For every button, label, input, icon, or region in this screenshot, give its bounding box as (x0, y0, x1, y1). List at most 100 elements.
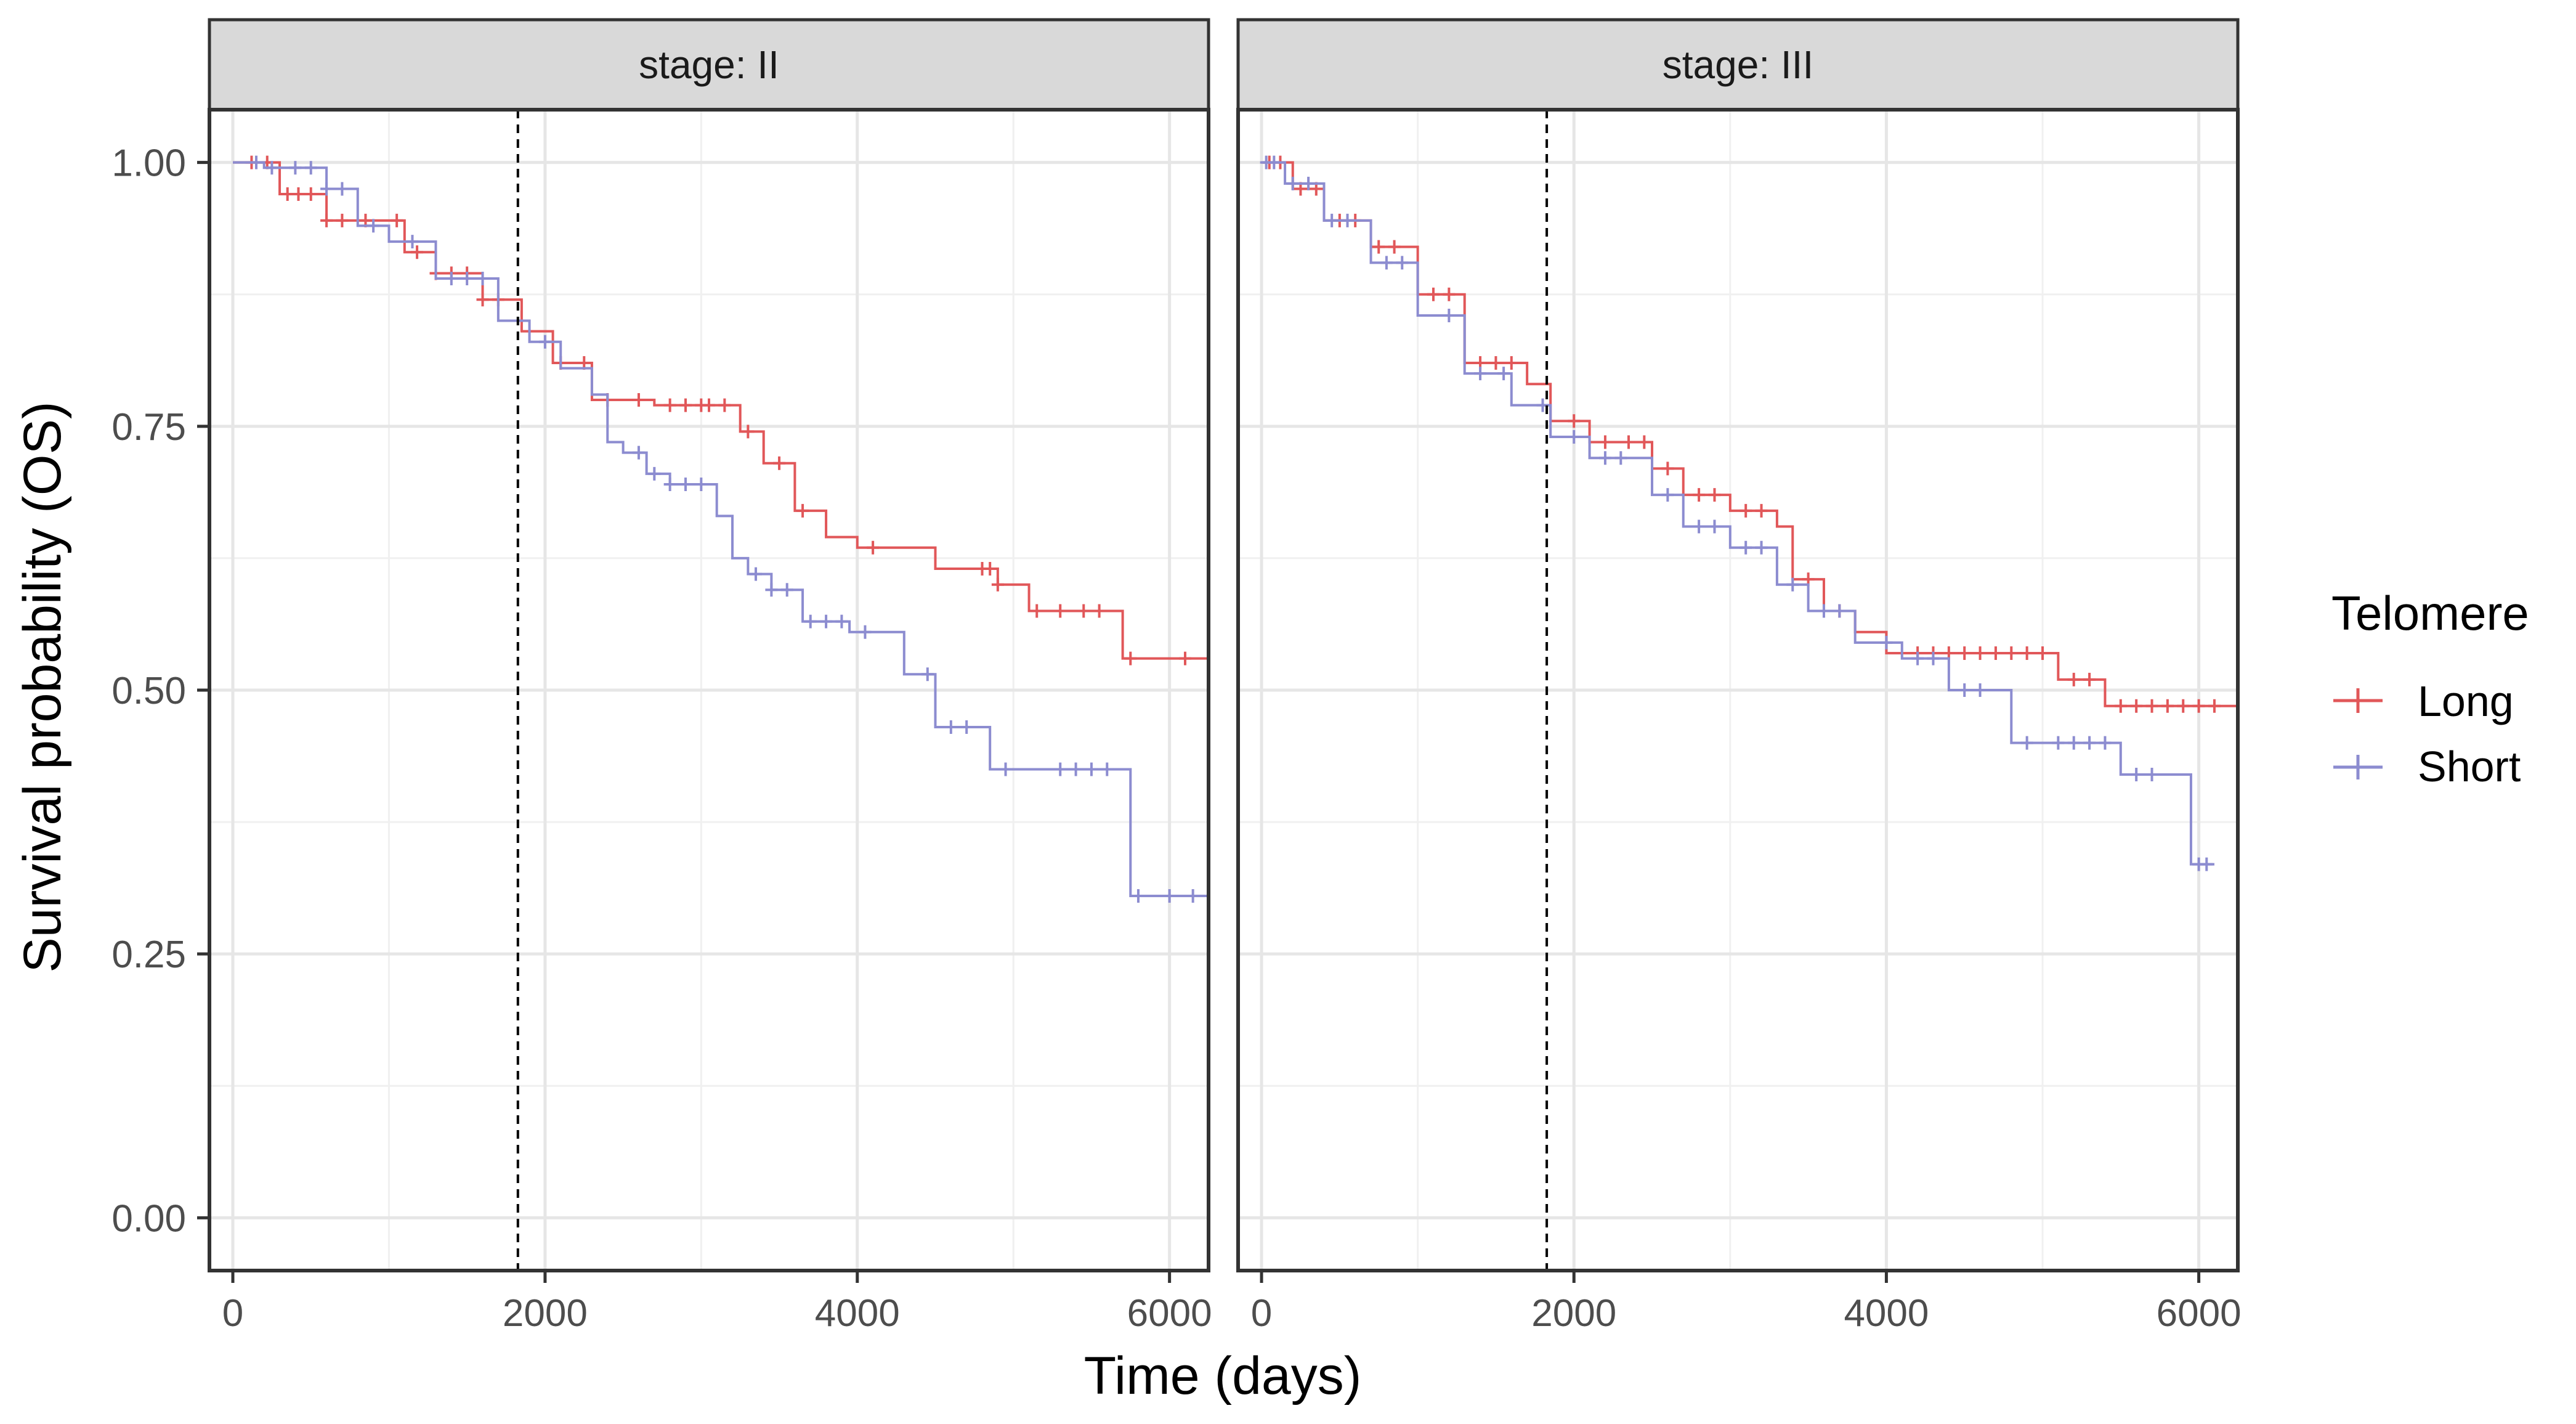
censor-mark-long (1958, 646, 1971, 661)
censor-mark-long (773, 456, 786, 470)
censor-mark-short (304, 161, 317, 175)
censor-mark-long (663, 398, 676, 412)
censor-mark-long (391, 213, 403, 227)
censor-mark-short (1497, 367, 1510, 381)
censor-mark-long (867, 540, 880, 555)
censor-mark-long (679, 398, 692, 412)
censor-mark-short (2200, 857, 2213, 871)
censor-mark-short (445, 272, 458, 286)
y-tick-label: 0.25 (111, 934, 186, 976)
censor-mark-long (1661, 462, 1674, 476)
censor-mark-short (2145, 768, 2158, 782)
censor-mark-short (1693, 519, 1706, 534)
censor-mark-short (1396, 256, 1409, 270)
legend-title: Telomere (2331, 586, 2529, 640)
censor-mark-long (1178, 651, 1191, 665)
censor-mark-long (2083, 672, 2096, 686)
x-tick-label: 6000 (2157, 1292, 2242, 1335)
legend-entry-long: Long (2333, 677, 2514, 725)
censor-mark-long (1388, 240, 1401, 254)
x-tick-label: 4000 (1844, 1292, 1929, 1335)
censor-mark-short (1085, 762, 1098, 776)
censor-mark-short (1186, 889, 1199, 903)
censor-mark-long (1443, 287, 1456, 301)
censor-mark-short (1302, 176, 1315, 190)
x-tick-label: 4000 (815, 1292, 900, 1335)
censor-mark-long (1708, 488, 1721, 502)
censor-mark-long (1372, 240, 1385, 254)
censor-mark-long (1077, 604, 1090, 618)
y-axis-title: Survival probability (OS) (13, 401, 72, 972)
censor-mark-long (1974, 646, 1987, 661)
censor-mark-long (304, 187, 317, 201)
censor-mark-long (2114, 699, 2127, 713)
censor-mark-short (265, 161, 278, 175)
legend-label-short: Short (2418, 743, 2521, 791)
censor-mark-long (1054, 604, 1067, 618)
censor-mark-short (1326, 213, 1339, 227)
censor-mark-long (2130, 699, 2143, 713)
censor-mark-short (1708, 519, 1721, 534)
censor-mark-short (2052, 736, 2065, 750)
censor-mark-short (1069, 762, 1082, 776)
censor-mark-short (765, 583, 778, 597)
censor-mark-long (411, 245, 424, 259)
censor-mark-long (984, 562, 997, 576)
censor-mark-long (2145, 699, 2158, 713)
censor-mark-long (320, 213, 333, 227)
facet-panel-2: stage: III 0 2000 4000 6000 (1236, 18, 2242, 1335)
censor-mark-short (367, 219, 380, 233)
censor-mark-long (1505, 356, 1518, 370)
censor-mark-long (336, 213, 349, 227)
censor-mark-short (1132, 889, 1144, 903)
censor-mark-short (960, 720, 973, 734)
censor-mark-short (406, 235, 419, 249)
legend: Telomere Long Short (2331, 586, 2529, 791)
censor-mark-long (1755, 503, 1768, 518)
censor-mark-long (1740, 503, 1752, 518)
censor-mark-short (461, 272, 474, 286)
x-axis-title: Time (days) (1084, 1346, 1362, 1406)
censor-mark-long (632, 393, 645, 407)
censor-mark-short (1740, 540, 1752, 555)
censor-mark-short (289, 161, 302, 175)
censor-mark-short (944, 720, 957, 734)
censor-mark-short (1833, 604, 1846, 618)
censor-mark-long (1031, 604, 1043, 618)
censor-mark-long (796, 503, 809, 518)
censor-mark-long (2005, 646, 2018, 661)
censor-mark-long (281, 187, 294, 201)
censor-mark-long (1622, 435, 1635, 449)
facet-strip-label: stage: III (1663, 43, 1813, 87)
censor-mark-short (476, 272, 489, 286)
censor-mark-long (1568, 414, 1581, 428)
facet-panel-1: stage: II 0 2000 4000 6000 0.00 0.25 0.50 0.75 1.… (111, 18, 1212, 1335)
censor-mark-short (632, 446, 645, 460)
censor-mark-long (991, 577, 1004, 592)
censor-mark-short (1268, 155, 1281, 169)
censor-mark-short (2067, 736, 2080, 750)
y-tick-label: 0.00 (111, 1197, 186, 1240)
censor-mark-short (1054, 762, 1067, 776)
x-tick-label: 2000 (503, 1292, 588, 1335)
x-tick-label: 0 (222, 1292, 243, 1335)
censor-mark-short (1101, 762, 1114, 776)
censor-mark-short (1286, 176, 1299, 190)
censor-mark-long (292, 187, 305, 201)
censor-mark-long (2036, 646, 2049, 661)
censor-mark-short (538, 335, 551, 349)
survival-curve-short (233, 161, 1209, 897)
censor-mark-short (1341, 213, 1354, 227)
censor-mark-short (1536, 398, 1549, 412)
censor-mark-long (742, 425, 755, 439)
censor-mark-short (2020, 736, 2033, 750)
censor-mark-long (2177, 699, 2190, 713)
x-tick-label: 0 (1251, 1292, 1272, 1335)
y-tick-label: 1.00 (111, 142, 186, 185)
facet-strip (1236, 18, 2240, 112)
censor-mark-long (1489, 356, 1502, 370)
panel-border (1236, 108, 2240, 1272)
censor-mark-short (1786, 577, 1799, 592)
censor-mark-short (1443, 308, 1456, 322)
